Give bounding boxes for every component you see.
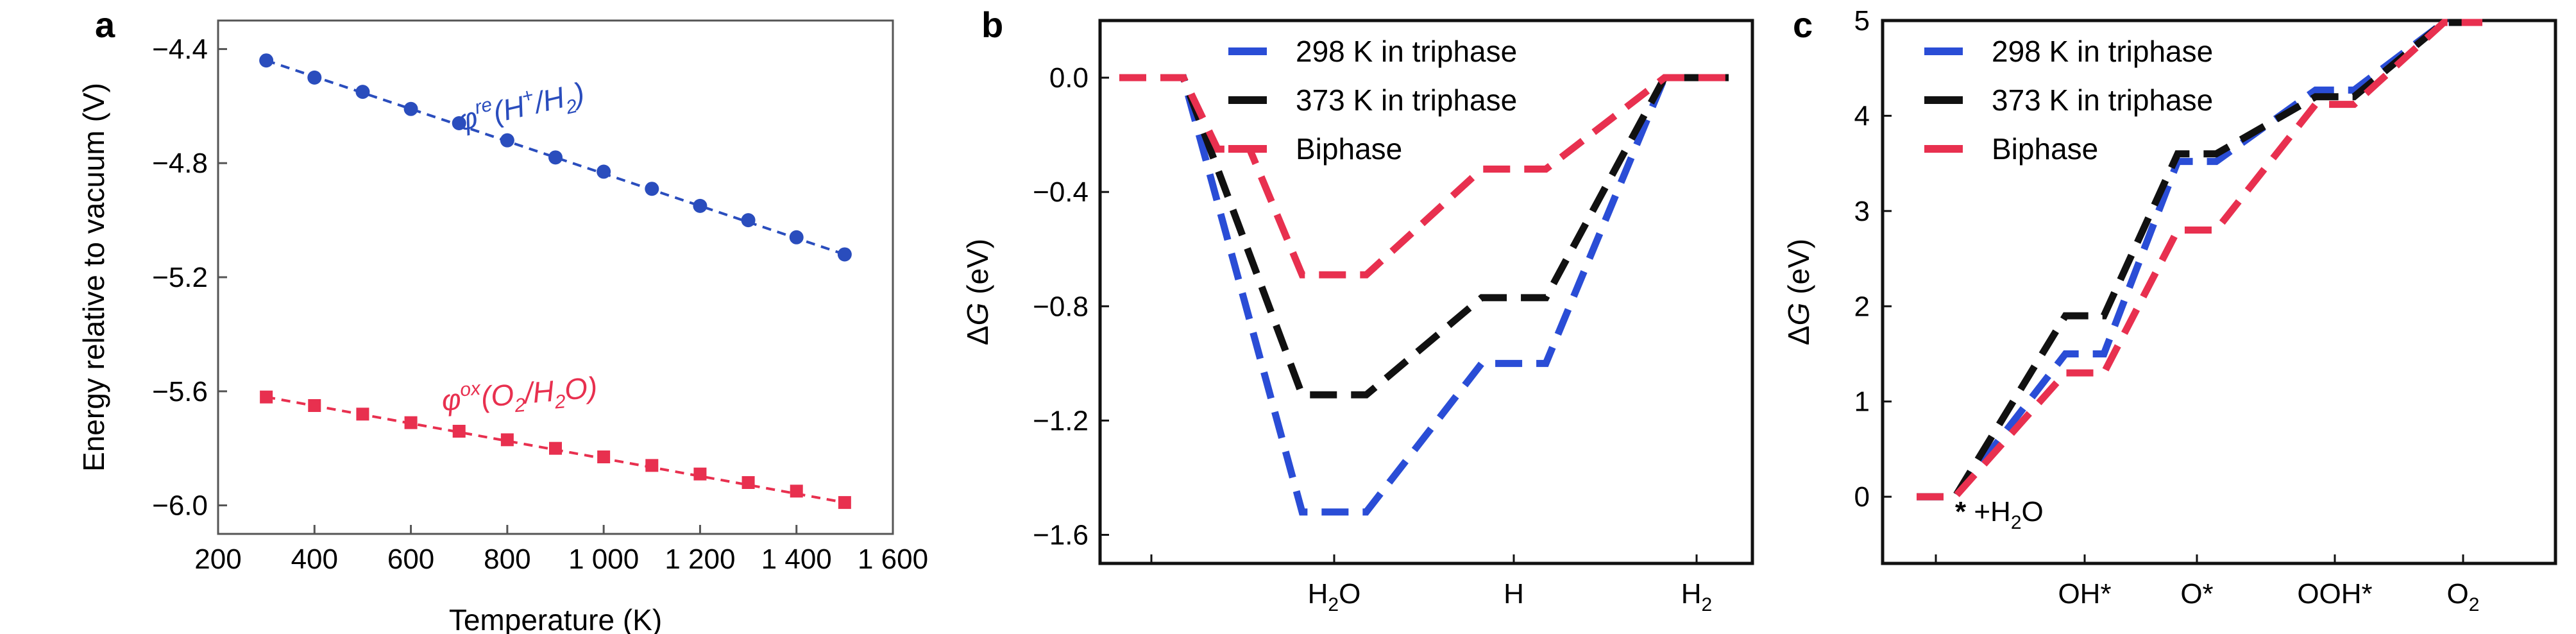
x-tick-label-a-7: 1 600: [858, 544, 928, 575]
data-point-a-0-4: [452, 116, 466, 130]
y-tick-label-c-1: 1: [1854, 386, 1870, 418]
panel-label-c: c: [1793, 4, 1813, 45]
y-tick-label-a-1: −4.8: [152, 148, 208, 179]
series-line-b-1: [1119, 74, 1729, 398]
x-tick-label-a-2: 600: [387, 544, 434, 575]
x-tick-label-a-0: 200: [194, 544, 241, 575]
x-tick-label-b-2: H: [1504, 578, 1524, 610]
series-line-b-0: [1119, 74, 1729, 516]
data-point-a-1-3: [404, 416, 418, 429]
y-axis-title-b: ΔG (eV): [961, 239, 994, 345]
plot-frame-c: [1881, 19, 2557, 565]
data-point-a-1-12: [838, 496, 851, 510]
x-tick-label-a-3: 800: [484, 544, 530, 575]
x-tick-label-a-5: 1 200: [665, 544, 735, 575]
data-point-a-0-0: [259, 53, 274, 68]
y-tick-label-a-3: −5.6: [152, 376, 208, 407]
legend-label-b-2: Biphase: [1296, 132, 1402, 166]
legend-label-c-1: 373 K in triphase: [1992, 83, 2213, 117]
data-point-a-0-3: [403, 101, 418, 116]
x-tick-label-a-6: 1 400: [761, 544, 832, 575]
data-point-a-0-9: [693, 198, 708, 213]
series-label-a-0: φre(H+/H2): [454, 73, 589, 143]
y-tick-label-b-0: 0.0: [1049, 62, 1089, 94]
data-point-a-0-8: [645, 182, 659, 196]
legend-label-c-2: Biphase: [1992, 132, 2098, 166]
y-tick-label-c-2: 2: [1854, 291, 1870, 322]
data-point-a-1-4: [452, 425, 466, 438]
data-point-a-1-0: [260, 390, 273, 404]
series-label-a-1: φox(O2/H2O): [440, 368, 599, 423]
y-tick-label-a-4: −6.0: [152, 490, 208, 522]
data-point-a-1-7: [597, 450, 611, 463]
panel-label-a: a: [95, 4, 115, 45]
data-point-a-1-2: [356, 407, 369, 421]
y-tick-label-b-4: −1.6: [1033, 519, 1089, 551]
data-point-a-1-11: [790, 484, 803, 498]
y-tick-label-a-2: −5.2: [152, 262, 208, 293]
data-point-a-0-2: [355, 85, 370, 99]
data-point-a-0-12: [837, 247, 852, 262]
panel-b: b 0.0 −0.4 −0.8 −1.2 −1.6 H2O H H2 ΔG (eV) 298 K i…: [961, 4, 1754, 615]
series-line-b-2: [1119, 74, 1729, 278]
x-tick-label-b-1: H2O: [1308, 578, 1361, 615]
y-axis-title-c: ΔG (eV): [1782, 239, 1815, 345]
panel-label-b: b: [981, 4, 1003, 45]
x-tick-label-c-2: O*: [2180, 578, 2213, 610]
data-point-a-1-6: [549, 441, 562, 455]
y-tick-label-b-2: −0.8: [1033, 291, 1089, 322]
data-point-a-1-9: [693, 467, 707, 481]
y-axis-title-a: Energy relative to vacuum (V): [77, 83, 110, 472]
data-point-a-0-5: [500, 133, 514, 148]
plot-frame-b: [1098, 19, 1754, 565]
legend-label-c-0: 298 K in triphase: [1992, 35, 2213, 68]
x-axis-title-a: Temperature (K): [449, 603, 662, 634]
x-tick-label-a-4: 1 000: [568, 544, 639, 575]
y-tick-label-c-5: 5: [1854, 5, 1870, 37]
y-tick-label-a-0: −4.4: [152, 33, 208, 65]
x-tick-label-c-3: OOH*: [2297, 578, 2372, 610]
x-tick-label-c-1: OH*: [2058, 578, 2111, 610]
y-tick-label-b-1: −0.4: [1033, 176, 1089, 208]
x-tick-label-a-1: 400: [291, 544, 338, 575]
y-tick-label-c-0: 0: [1854, 481, 1870, 513]
y-tick-label-c-3: 3: [1854, 196, 1870, 227]
y-tick-label-b-3: −1.2: [1033, 405, 1089, 436]
data-point-a-1-8: [645, 459, 659, 472]
data-point-a-1-1: [308, 399, 321, 412]
data-point-a-1-10: [741, 476, 755, 489]
panel-c: c 0 1 2 3 4 5 OH* O* OOH* O2 ΔG (eV) 298 K in tripha…: [1782, 4, 2557, 615]
x-tick-label-c-4: O2: [2447, 578, 2480, 615]
y-tick-label-c-4: 4: [1854, 100, 1870, 132]
data-point-a-1-5: [500, 433, 514, 447]
panel-a: a 200 400 600 800 1 000 1 200 1 400 1 600 −4.4 −4.…: [77, 4, 928, 634]
legend-label-b-1: 373 K in triphase: [1296, 83, 1517, 117]
data-point-a-0-6: [548, 150, 563, 165]
series-line-c-2: [1917, 19, 2482, 501]
data-point-a-0-1: [307, 70, 322, 85]
x-tick-label-b-3: H2: [1681, 578, 1712, 615]
data-point-a-0-10: [741, 213, 756, 228]
data-point-a-0-7: [597, 164, 611, 179]
legend-label-b-0: 298 K in triphase: [1296, 35, 1517, 68]
reaction-annotation-c: * +H2O: [1955, 496, 2044, 533]
data-point-a-0-11: [789, 230, 804, 244]
